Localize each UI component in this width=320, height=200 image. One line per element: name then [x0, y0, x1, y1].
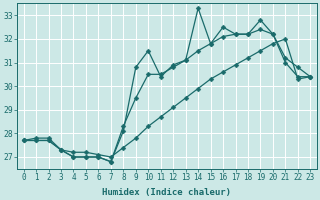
X-axis label: Humidex (Indice chaleur): Humidex (Indice chaleur) [102, 188, 231, 197]
